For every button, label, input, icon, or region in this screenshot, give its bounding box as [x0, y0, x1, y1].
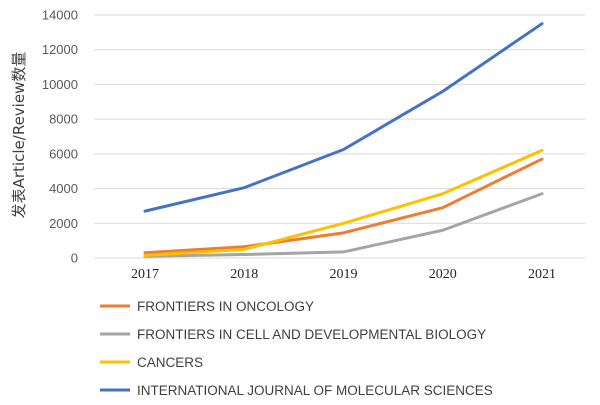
y-tick-label: 6000 [49, 146, 78, 161]
legend-label: INTERNATIONAL JOURNAL OF MOLECULAR SCIEN… [137, 383, 493, 398]
legend-item: FRONTIERS IN ONCOLOGY [100, 299, 314, 314]
legend-label: FRONTIERS IN ONCOLOGY [137, 299, 314, 314]
legend-label: FRONTIERS IN CELL AND DEVELOPMENTAL BIOL… [137, 327, 486, 342]
y-tick-label: 12000 [42, 42, 78, 57]
x-axis-ticks: 2017 2018 2019 2020 2021 [131, 267, 556, 282]
legend: FRONTIERS IN ONCOLOGY FRONTIERS IN CELL A… [100, 299, 493, 398]
x-tick-label: 2021 [528, 267, 556, 282]
x-tick-label: 2018 [230, 267, 258, 282]
legend-item: INTERNATIONAL JOURNAL OF MOLECULAR SCIEN… [100, 383, 493, 398]
series-line-1 [143, 192, 544, 258]
y-tick-label: 14000 [42, 8, 78, 23]
y-axis-label: 发表Article/Review数量 [10, 52, 28, 219]
series-line-2 [143, 148, 544, 257]
y-axis-ticks: 0 2000 4000 6000 8000 10000 12000 14000 [42, 8, 78, 266]
legend-label: CANCERS [137, 355, 203, 370]
x-tick-label: 2019 [330, 267, 358, 282]
x-tick-label: 2017 [131, 267, 159, 282]
x-tick-label: 2020 [429, 267, 457, 282]
y-tick-label: 4000 [49, 181, 78, 196]
legend-item: CANCERS [100, 355, 203, 370]
y-tick-label: 2000 [49, 216, 78, 231]
series-line-3 [143, 22, 544, 213]
series-lines [143, 22, 544, 258]
y-tick-label: 0 [71, 251, 78, 266]
gridlines [94, 14, 585, 259]
y-tick-label: 10000 [42, 77, 78, 92]
series-line-0 [143, 157, 544, 255]
legend-item: FRONTIERS IN CELL AND DEVELOPMENTAL BIOL… [100, 327, 486, 342]
y-tick-label: 8000 [49, 112, 78, 127]
